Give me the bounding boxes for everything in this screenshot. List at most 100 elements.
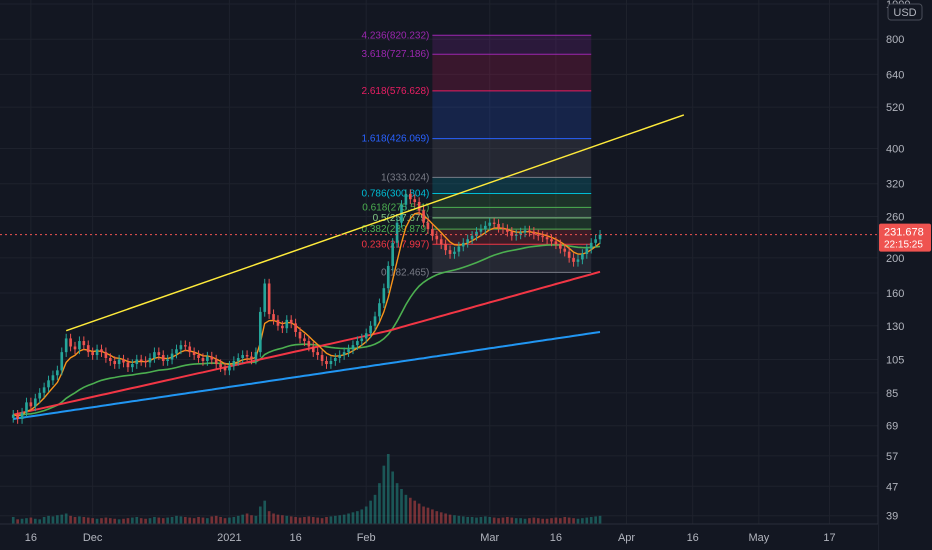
volume-bar xyxy=(214,515,218,524)
volume-bar xyxy=(166,517,169,524)
candle-body xyxy=(219,364,222,368)
fib-band xyxy=(432,217,592,230)
volume-bar xyxy=(161,518,165,524)
candle-body xyxy=(347,349,350,353)
volume-bar xyxy=(38,519,42,524)
fib-band xyxy=(432,244,592,273)
candle-body xyxy=(201,357,205,361)
volume-bar xyxy=(554,517,558,524)
candle-body xyxy=(175,349,178,354)
candle-body xyxy=(95,349,99,356)
volume-bar xyxy=(581,518,584,524)
candle-body xyxy=(104,352,108,358)
volume-bar xyxy=(192,518,196,524)
volume-bar xyxy=(501,517,505,524)
volume-bar xyxy=(400,489,403,524)
candle-body xyxy=(431,229,434,236)
candle-body xyxy=(236,357,240,361)
volume-bar xyxy=(210,516,214,524)
volume-bar xyxy=(250,515,253,524)
candle-body xyxy=(598,234,602,240)
time-tick-label: Mar xyxy=(480,532,499,544)
price-axis[interactable] xyxy=(878,0,932,550)
time-tick-label: Feb xyxy=(357,532,376,544)
candle-body xyxy=(554,241,558,245)
volume-bar xyxy=(585,517,589,524)
volume-bar xyxy=(484,516,487,524)
candle-body xyxy=(139,359,143,361)
candle-body xyxy=(294,323,297,332)
volume-bar xyxy=(386,454,390,524)
candle-body xyxy=(488,222,492,226)
currency-badge[interactable] xyxy=(887,3,923,21)
fib-level-label: 1(333.024) xyxy=(381,172,429,183)
candle-body xyxy=(426,222,430,230)
price-tick-label: 57 xyxy=(886,451,898,463)
volume-bar xyxy=(113,518,117,524)
candle-body xyxy=(391,242,394,266)
volume-bar xyxy=(351,512,355,524)
ma-red-line xyxy=(12,270,601,416)
volume-bar xyxy=(576,518,580,524)
candle-body xyxy=(453,251,456,254)
candle-body xyxy=(214,359,218,365)
candle-body xyxy=(166,359,169,361)
volume-bar xyxy=(303,517,306,524)
candle-body xyxy=(519,232,522,235)
volume-bar xyxy=(126,518,130,524)
candle-body xyxy=(82,341,86,346)
candle-body xyxy=(298,331,302,339)
candle-body xyxy=(417,201,421,211)
volume-bar xyxy=(228,517,231,524)
candle-body xyxy=(20,412,24,419)
candle-body xyxy=(364,333,368,339)
fib-level-label: 4.236(820.232) xyxy=(362,30,430,41)
volume-bar xyxy=(29,517,33,524)
volume-bar xyxy=(325,517,328,524)
volume-bar xyxy=(391,471,394,524)
candle-body xyxy=(307,341,311,347)
candle-body xyxy=(144,360,147,363)
last-price-countdown: 22:15:25 xyxy=(884,240,923,251)
volume-bar xyxy=(223,518,227,524)
volume-bar xyxy=(550,518,553,524)
volume-bar xyxy=(360,509,364,524)
fib-level-label: 3.618(727.186) xyxy=(362,49,430,60)
candle-body xyxy=(148,357,152,363)
volume-bar xyxy=(364,506,368,524)
volume-bar xyxy=(589,517,593,524)
volume-bar xyxy=(135,517,139,524)
volume-bar xyxy=(206,518,209,524)
fib-level-label: 1.618(426.069) xyxy=(362,134,430,145)
candle-body xyxy=(378,303,381,317)
price-tick-label: 105 xyxy=(886,354,904,366)
candle-body xyxy=(360,338,364,342)
price-tick-label: 69 xyxy=(886,421,898,433)
volume-bar xyxy=(139,518,143,524)
volume-bar xyxy=(42,517,46,524)
candle-body xyxy=(276,319,280,326)
volume-bar xyxy=(448,514,452,524)
volume-bar xyxy=(148,518,152,524)
time-axis[interactable] xyxy=(0,524,878,550)
candle-body xyxy=(461,242,465,247)
volume-bar xyxy=(559,518,562,524)
candle-body xyxy=(131,364,134,368)
candle-body xyxy=(29,402,33,407)
candle-body xyxy=(528,230,531,232)
volume-bar xyxy=(479,517,483,524)
volume-bar xyxy=(267,511,271,524)
candle-body xyxy=(91,352,94,356)
trendline[interactable] xyxy=(65,114,685,332)
volume-bar xyxy=(144,518,147,524)
volume-bar xyxy=(598,515,602,524)
volume-bar xyxy=(545,518,549,524)
volume-bar xyxy=(404,494,408,524)
candle-body xyxy=(197,355,200,358)
candle-body xyxy=(100,349,103,353)
volume-bar xyxy=(356,511,359,524)
volume-bar xyxy=(536,518,540,524)
time-tick-label: 17 xyxy=(823,532,835,544)
